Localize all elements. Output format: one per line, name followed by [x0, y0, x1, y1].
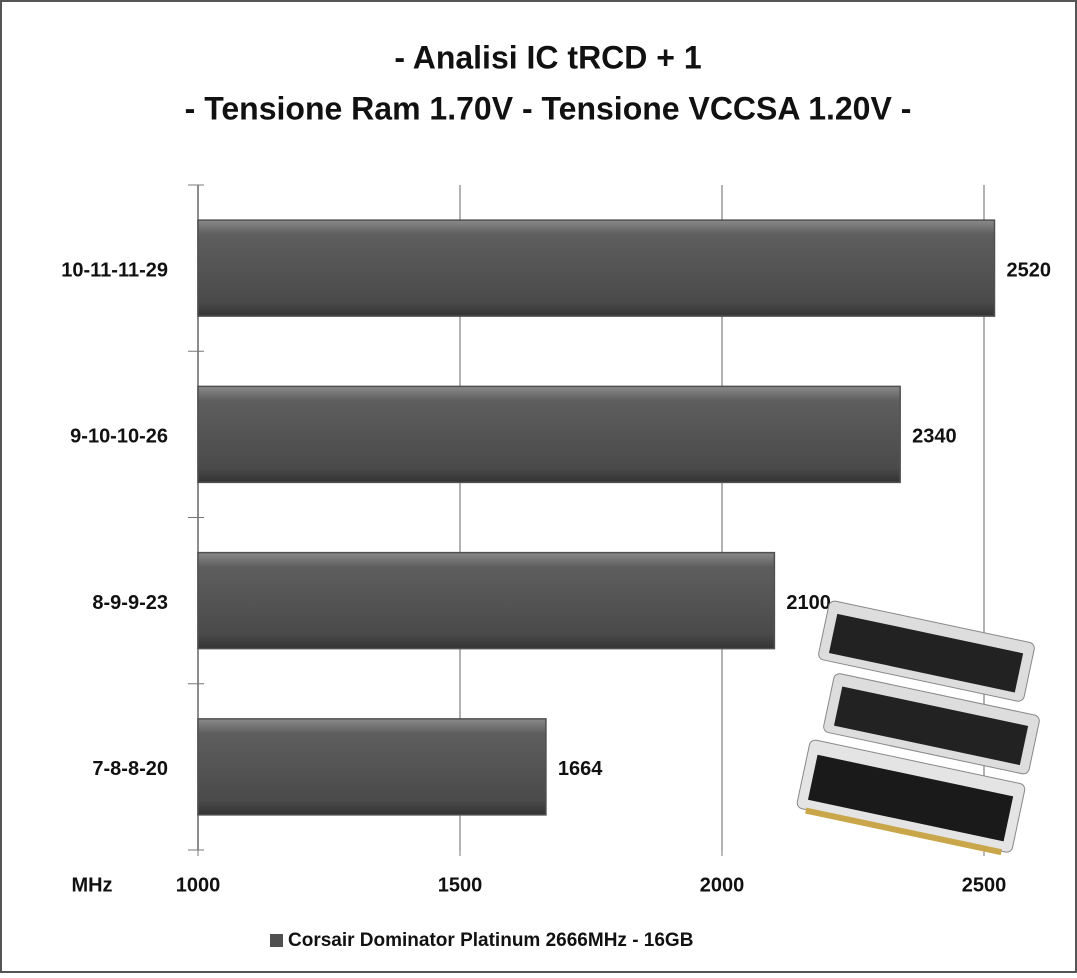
- y-tick-label: 9-10-10-26: [70, 426, 168, 448]
- page: - Analisi IC tRCD + 1 - Tensione Ram 1.7…: [0, 0, 1077, 978]
- value-label: 2100: [786, 592, 831, 614]
- bar: [198, 553, 774, 649]
- x-tick-label: 1000: [176, 874, 221, 896]
- chart-title: - Analisi IC tRCD + 1: [394, 39, 701, 75]
- x-tick-label: 2000: [700, 874, 745, 896]
- legend-label: Corsair Dominator Platinum 2666MHz - 16G…: [288, 930, 693, 951]
- y-tick-label: 10-11-11-29: [61, 259, 168, 281]
- bar: [198, 220, 994, 316]
- value-label: 2520: [1006, 259, 1051, 281]
- x-tick-label: 2500: [962, 874, 1007, 896]
- y-tick-label: 7-8-8-20: [92, 758, 168, 780]
- y-tick-label: 8-9-9-23: [92, 592, 168, 614]
- value-label: 1664: [558, 758, 603, 780]
- legend: Corsair Dominator Platinum 2666MHz - 16G…: [270, 930, 693, 951]
- bar: [198, 386, 900, 482]
- chart-subtitle: - Tensione Ram 1.70V - Tensione VCCSA 1.…: [185, 90, 912, 126]
- bar: [198, 719, 546, 815]
- value-label: 2340: [912, 426, 957, 448]
- x-tick-label: 1500: [438, 874, 483, 896]
- x-axis-title: MHz: [71, 874, 112, 896]
- legend-swatch: [270, 934, 283, 947]
- chart: - Analisi IC tRCD + 1 - Tensione Ram 1.7…: [0, 0, 1077, 973]
